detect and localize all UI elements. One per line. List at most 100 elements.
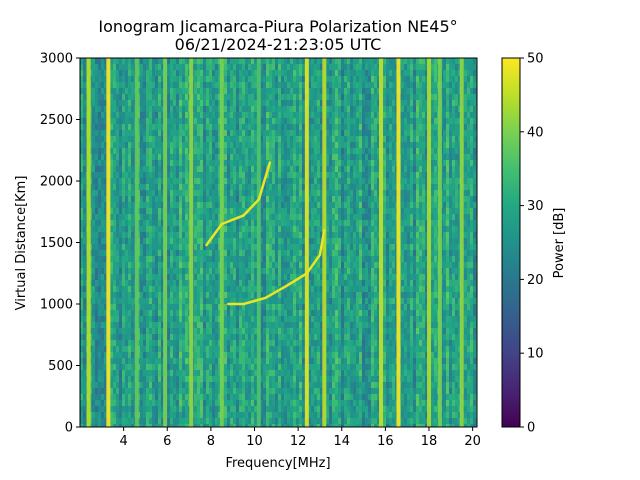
heatmap-cell — [158, 112, 162, 119]
heatmap-cell — [290, 316, 294, 323]
heatmap-cell — [284, 82, 288, 89]
heatmap-cell — [176, 112, 180, 119]
heatmap-cell — [272, 316, 276, 323]
heatmap-cell — [206, 244, 210, 251]
heatmap-cell — [233, 100, 237, 107]
heatmap-cell — [281, 388, 285, 395]
heatmap-cell — [296, 328, 300, 335]
heatmap-cell — [122, 358, 126, 365]
heatmap-cell — [311, 70, 315, 77]
heatmap-cell — [131, 388, 135, 395]
heatmap-cell — [125, 172, 129, 179]
heatmap-cell — [317, 370, 321, 377]
heatmap-cell — [266, 286, 270, 293]
heatmap-cell — [194, 364, 198, 371]
heatmap-cell — [314, 232, 318, 239]
heatmap-cell — [239, 166, 243, 173]
heatmap-cell — [182, 286, 186, 293]
heatmap-cell — [311, 148, 315, 155]
heatmap-cell — [152, 286, 156, 293]
heatmap-cell — [269, 364, 273, 371]
heatmap-cell — [278, 298, 282, 305]
heatmap-cell — [170, 388, 174, 395]
heatmap-cell — [230, 100, 234, 107]
heatmap-cell — [110, 406, 114, 413]
heatmap-cell — [239, 424, 243, 427]
heatmap-cell — [83, 250, 87, 257]
heatmap-cell — [233, 256, 237, 263]
heatmap-cell — [104, 340, 108, 347]
heatmap-cell — [137, 148, 141, 155]
heatmap-cell — [269, 310, 273, 317]
heatmap-cell — [293, 292, 297, 299]
heatmap-cell — [83, 376, 87, 383]
heatmap-cell — [263, 148, 267, 155]
heatmap-cell — [302, 94, 306, 101]
heatmap-cell — [317, 394, 321, 401]
heatmap-cell — [200, 310, 204, 317]
heatmap-cell — [266, 220, 270, 227]
heatmap-cell — [173, 166, 177, 173]
heatmap-cell — [83, 370, 87, 377]
heatmap-cell — [269, 358, 273, 365]
heatmap-cell — [173, 148, 177, 155]
heatmap-cell — [104, 166, 108, 173]
heatmap-cell — [80, 286, 84, 293]
heatmap-cell — [254, 292, 258, 299]
heatmap-cell — [146, 220, 150, 227]
heatmap-cell — [278, 394, 282, 401]
heatmap-cell — [260, 106, 264, 113]
heatmap-cell — [110, 358, 114, 365]
heatmap-cell — [239, 400, 243, 407]
heatmap-cell — [128, 292, 132, 299]
heatmap-cell — [149, 370, 153, 377]
heatmap-cell — [281, 202, 285, 209]
heatmap-cell — [143, 244, 147, 251]
heatmap-cell — [284, 340, 288, 347]
heatmap-cell — [290, 142, 294, 149]
heatmap-cell — [161, 226, 165, 233]
heatmap-cell — [140, 232, 144, 239]
heatmap-cell — [311, 76, 315, 83]
heatmap-cell — [128, 196, 132, 203]
heatmap-cell — [266, 88, 270, 95]
heatmap-cell — [176, 262, 180, 269]
heatmap-cell — [146, 106, 150, 113]
heatmap-cell — [194, 286, 198, 293]
heatmap-cell — [206, 286, 210, 293]
heatmap-cell — [293, 364, 297, 371]
heatmap-cell — [182, 274, 186, 281]
heatmap-cell — [122, 106, 126, 113]
heatmap-cell — [209, 382, 213, 389]
heatmap-cell — [89, 136, 93, 143]
heatmap-cell — [251, 262, 255, 269]
heatmap-cell — [104, 238, 108, 245]
heatmap-cell — [233, 202, 237, 209]
heatmap-cell — [110, 220, 114, 227]
heatmap-cell — [266, 160, 270, 167]
heatmap-cell — [104, 106, 108, 113]
heatmap-cell — [125, 328, 129, 335]
heatmap-cell — [89, 124, 93, 131]
heatmap-cell — [125, 208, 129, 215]
heatmap-cell — [224, 148, 228, 155]
heatmap-cell — [104, 346, 108, 353]
heatmap-cell — [254, 394, 258, 401]
heatmap-cell — [179, 58, 183, 65]
heatmap-cell — [266, 280, 270, 287]
heatmap-cell — [92, 424, 96, 427]
heatmap-cell — [302, 190, 306, 197]
heatmap-cell — [281, 394, 285, 401]
heatmap-cell — [146, 130, 150, 137]
heatmap-cell — [206, 268, 210, 275]
heatmap-cell — [104, 196, 108, 203]
heatmap-cell — [230, 160, 234, 167]
heatmap-cell — [173, 184, 177, 191]
heatmap-cell — [158, 394, 162, 401]
heatmap-cell — [293, 394, 297, 401]
heatmap-cell — [314, 226, 318, 233]
heatmap-cell — [161, 106, 165, 113]
heatmap-cell — [146, 64, 150, 71]
heatmap-cell — [293, 76, 297, 83]
heatmap-cell — [308, 364, 312, 371]
